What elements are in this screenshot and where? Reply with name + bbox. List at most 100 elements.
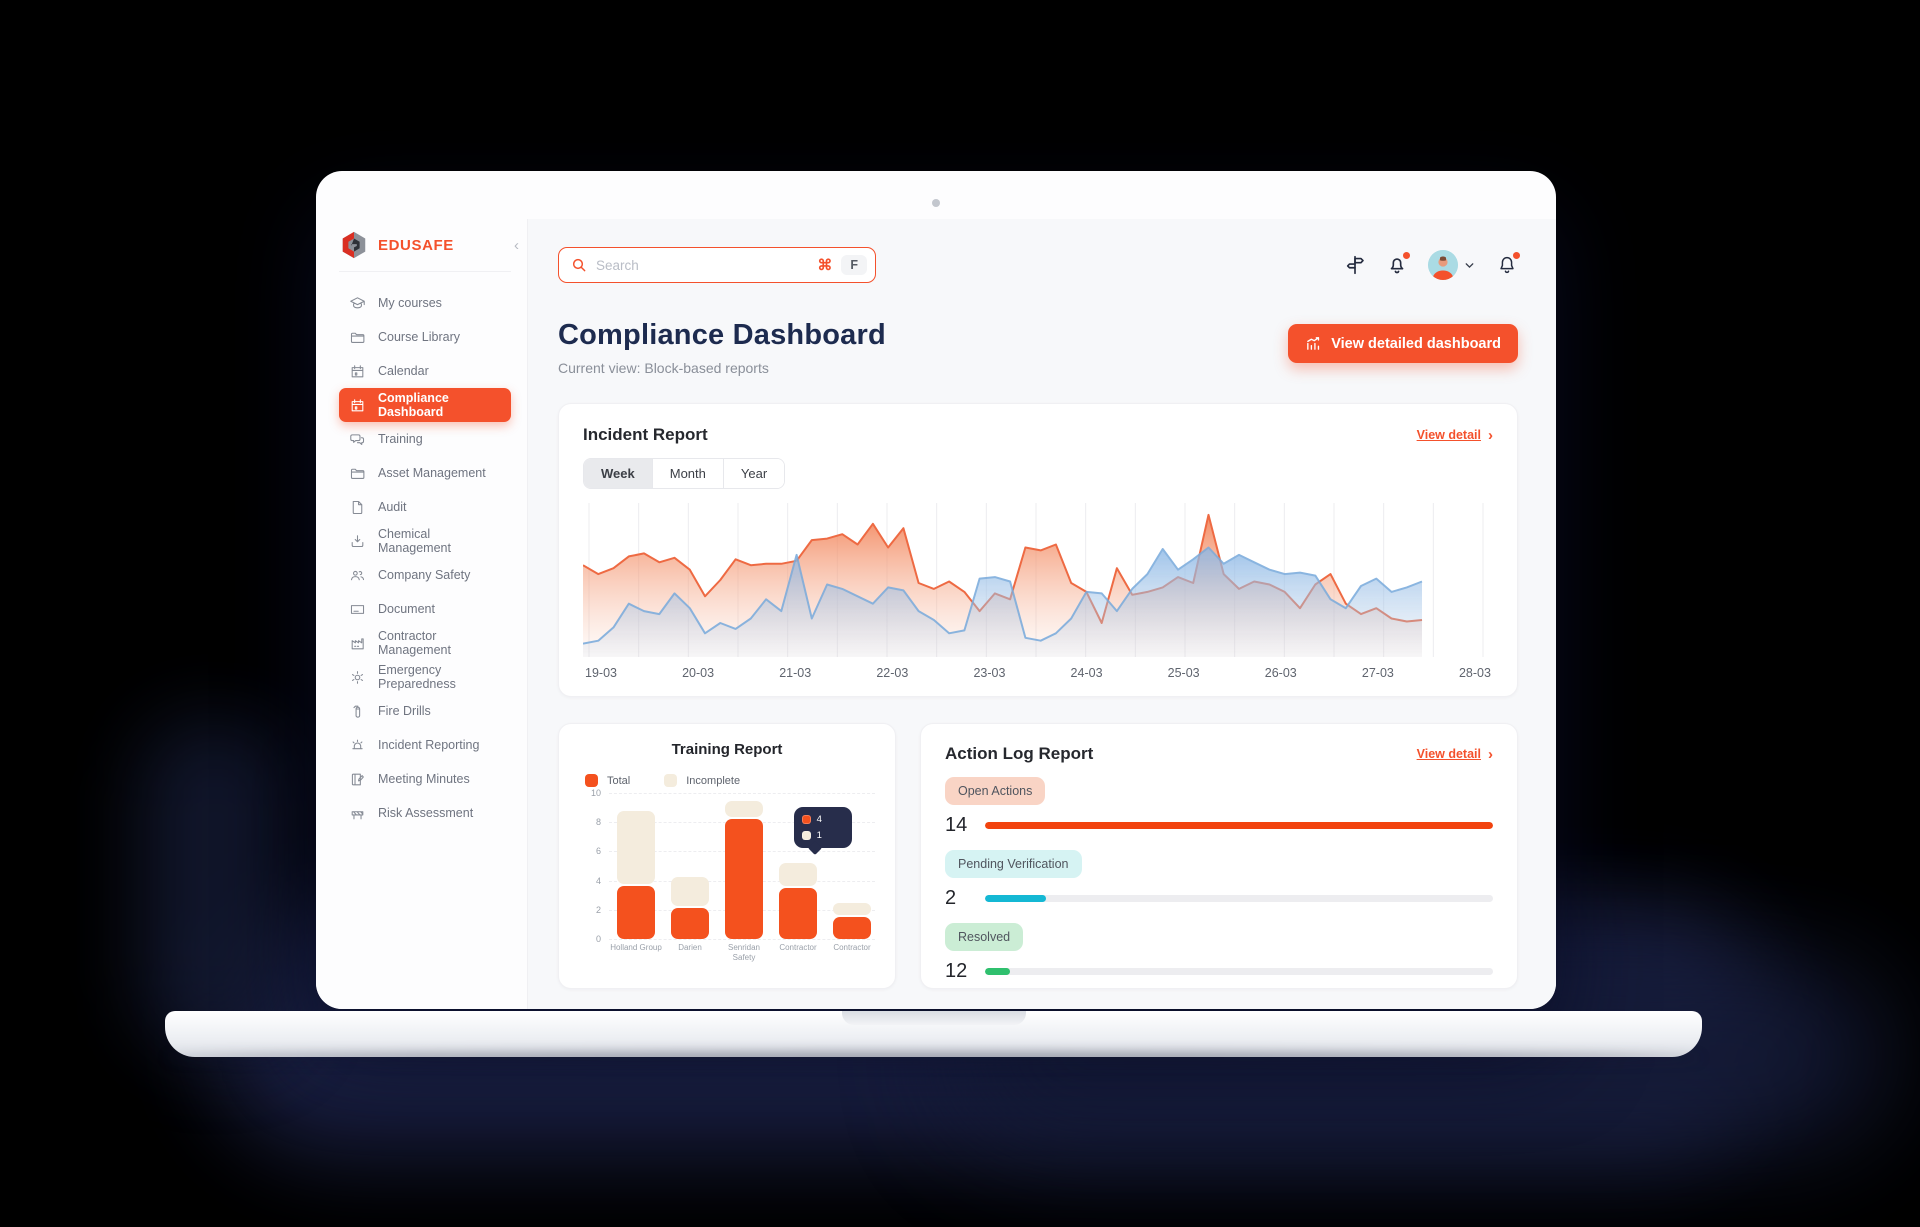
action-bar-line: 14	[945, 814, 1493, 837]
sidebar-item-risk-assessment[interactable]: Risk Assessment	[339, 796, 511, 830]
sidebar-item-course-library[interactable]: Course Library	[339, 320, 511, 354]
y-tick-label: 8	[595, 817, 601, 828]
notification-dot	[1403, 252, 1410, 259]
x-tick-label: 27-03	[1361, 666, 1394, 680]
sidebar-item-audit[interactable]: Audit	[339, 490, 511, 524]
card-icon	[349, 601, 366, 618]
signpost-icon[interactable]	[1344, 254, 1366, 276]
page-subtitle: Current view: Block-based reports	[558, 360, 769, 376]
bar-contractor[interactable]: Contractor	[776, 862, 820, 952]
y-tick-label: 6	[595, 846, 601, 857]
sidebar-item-company-safety[interactable]: Company Safety	[339, 558, 511, 592]
sidebar-item-incident-reporting[interactable]: Incident Reporting	[339, 728, 511, 762]
x-tick-label: 21-03	[779, 666, 812, 680]
tab-month[interactable]: Month	[652, 459, 724, 488]
sidebar-item-label: Emergency Preparedness	[378, 663, 456, 691]
incident-report-title: Incident Report	[583, 425, 708, 444]
sidebar-item-label: My courses	[378, 296, 442, 310]
bar-stack	[671, 877, 709, 939]
legend-label: Incomplete	[686, 774, 741, 787]
tab-year[interactable]: Year	[723, 459, 785, 488]
shortcut-key: F	[841, 255, 867, 275]
notebook-icon	[349, 771, 366, 788]
bar-category-label: Senridan Safety	[727, 943, 761, 962]
bell-icon[interactable]	[1386, 252, 1410, 276]
tooltip-total-value: 4	[816, 813, 822, 825]
legend-swatch	[664, 774, 678, 787]
legend-swatch	[585, 774, 598, 787]
action-row-pending-verification: Pending Verification 2	[945, 850, 1493, 910]
avatar	[1428, 250, 1458, 280]
tooltip-total-swatch	[801, 814, 811, 824]
action-row-resolved: Resolved 12	[945, 923, 1493, 983]
webcam-dot	[932, 199, 940, 207]
progress-track	[985, 968, 1493, 975]
status-badge: Pending Verification	[945, 850, 1082, 878]
siren-icon	[349, 737, 366, 754]
tooltip-total-row: 4	[801, 813, 844, 825]
bar-incomplete-segment	[779, 862, 817, 886]
progress-track	[985, 822, 1493, 829]
chevron-down-icon	[1463, 259, 1476, 272]
sidebar-item-label: Meeting Minutes	[378, 772, 470, 786]
search-box[interactable]: ⌘ F	[558, 247, 876, 283]
sidebar-item-label: Company Safety	[378, 568, 471, 582]
action-log-view-detail-link[interactable]: View detail ›	[1417, 746, 1493, 763]
page-title: Compliance Dashboard	[558, 319, 886, 351]
sidebar-item-asset-management[interactable]: Asset Management	[339, 456, 511, 490]
bar-stack	[833, 903, 871, 939]
user-menu[interactable]	[1428, 250, 1476, 280]
sidebar-item-label: Training	[378, 432, 423, 446]
action-count: 14	[945, 814, 968, 836]
sidebar-item-compliance-dashboard[interactable]: Compliance Dashboard	[339, 388, 511, 422]
bar-incomplete-segment	[833, 903, 871, 916]
view-detail-label: View detail	[1416, 747, 1481, 761]
training-report-title: Training Report	[671, 741, 783, 758]
dashboard-app: EDUSAFE ‹ My courses Course Library Calend…	[316, 219, 1556, 1009]
sidebar-item-calendar[interactable]: Calendar	[339, 354, 511, 388]
barrier-icon	[349, 805, 366, 822]
progress-fill	[985, 822, 1493, 829]
page-head: Compliance Dashboard Current view: Block…	[558, 319, 1518, 376]
sidebar-item-meeting-minutes[interactable]: Meeting Minutes	[339, 762, 511, 796]
incident-view-detail-link[interactable]: View detail ›	[1417, 427, 1493, 444]
sidebar-item-label: Asset Management	[378, 466, 486, 480]
tray-download-icon	[349, 533, 366, 550]
view-detailed-dashboard-button[interactable]: View detailed dashboard	[1288, 324, 1518, 363]
bell-alt-icon[interactable]	[1496, 252, 1520, 276]
incident-report-card: Incident Report View detail › Week Month Y…	[558, 403, 1518, 697]
x-tick-label: 22-03	[876, 666, 909, 680]
sidebar-item-my-courses[interactable]: My courses	[339, 286, 511, 320]
bar-holland-group[interactable]: Holland Group	[610, 811, 662, 952]
sidebar-item-contractor-management[interactable]: Contractor Management	[339, 626, 511, 660]
sidebar-item-label: Course Library	[378, 330, 460, 344]
status-badge: Resolved	[945, 923, 1024, 951]
sidebar-item-fire-drills[interactable]: Fire Drills	[339, 694, 511, 728]
bar-category-label: Contractor	[779, 943, 817, 952]
search-input[interactable]	[596, 257, 809, 273]
sidebar-item-document[interactable]: Document	[339, 592, 511, 626]
chevron-left-icon[interactable]: ‹	[514, 237, 519, 254]
bar-category-label: Darien	[678, 943, 702, 952]
tab-week[interactable]: Week	[584, 459, 653, 488]
legend-item-incomplete: Incomplete	[664, 774, 740, 787]
command-key-icon: ⌘	[817, 257, 833, 274]
edusafe-hex-logo	[342, 231, 366, 259]
tooltip-incomplete-row: 1	[801, 830, 844, 841]
training-report-card: Training Report Total Incomplete 10 8 6 4 2 0 H…	[558, 723, 896, 989]
sidebar-item-emergency-preparedness[interactable]: Emergency Preparedness	[339, 660, 511, 694]
sidebar-menu: My courses Course Library Calendar Complian…	[339, 286, 511, 830]
bar-total-segment	[617, 886, 655, 939]
x-tick-label: 28-03	[1458, 666, 1491, 680]
sidebar: EDUSAFE ‹ My courses Course Library Calend…	[316, 219, 528, 1009]
bar-contractor[interactable]: Contractor	[830, 903, 874, 952]
sidebar-item-training[interactable]: Training	[339, 422, 511, 456]
y-tick-label: 4	[595, 875, 601, 886]
bar-senridan-safety[interactable]: Senridan Safety	[722, 801, 766, 962]
progress-fill	[985, 895, 1046, 902]
bar-darien[interactable]: Darien	[668, 877, 712, 952]
sidebar-item-chemical-management[interactable]: Chemical Management	[339, 524, 511, 558]
view-detail-label: View detail	[1416, 428, 1481, 442]
